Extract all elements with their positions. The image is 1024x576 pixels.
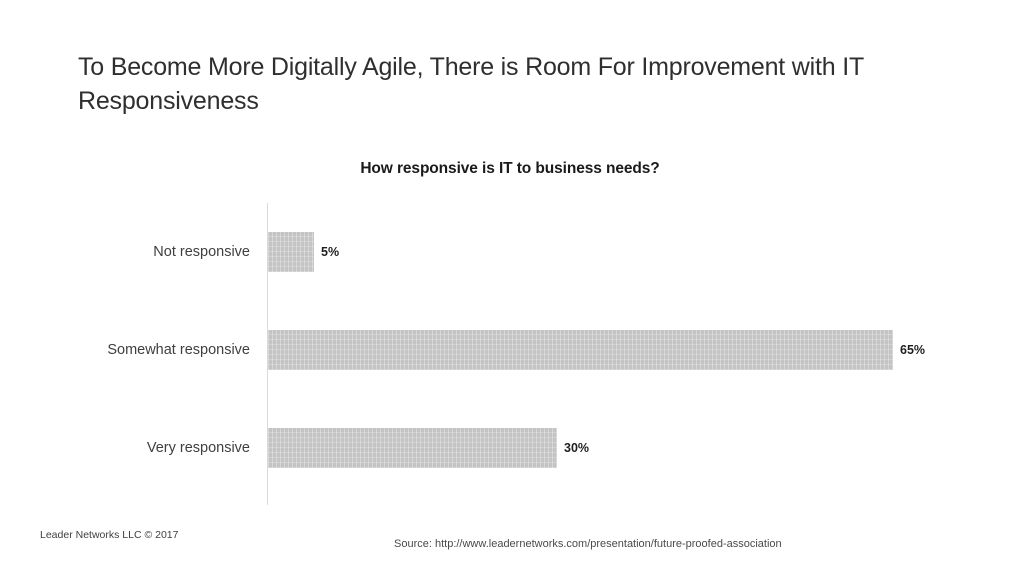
copyright-notice: Leader Networks LLC © 2017 [40,529,179,541]
bar-value-somewhat-responsive: 65% [900,343,926,357]
bar-very-responsive[interactable] [268,428,557,468]
bar-container: 30% [268,428,589,468]
page-title: To Become More Digitally Agile, There is… [78,53,864,115]
bar-container: 5% [268,232,339,272]
category-label-not-responsive: Not responsive [153,244,250,260]
source-citation: Source: http://www.leadernetworks.com/pr… [394,538,782,550]
bar-value-not-responsive: 5% [321,245,340,259]
bar-not-responsive[interactable] [268,232,314,272]
bar-value-very-responsive: 30% [564,441,590,455]
category-label-somewhat-responsive: Somewhat responsive [107,342,250,358]
category-label-very-responsive: Very responsive [146,440,250,456]
bar-row: Not responsive 5% [0,232,1024,272]
bar-row: Somewhat responsive 65% [0,330,1024,370]
bar-somewhat-responsive[interactable] [268,330,893,370]
plot-area: Not responsive 5% Somewhat responsive 65… [0,203,1024,505]
bar-row: Very responsive 30% [0,428,1024,468]
chart-title: How responsive is IT to business needs? [360,160,660,177]
bar-container: 65% [268,330,925,370]
category-axis-line [267,203,268,505]
